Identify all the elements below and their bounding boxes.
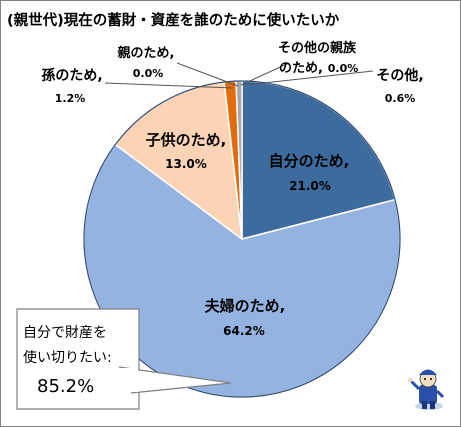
value-kodomo: 13.0% [165,157,207,171]
label-mago: 孫のため, [41,67,102,84]
label-jibun: 自分のため, [269,152,350,170]
label-sonota-shinzoku-1: その他の親族 [278,40,357,56]
value-jibun: 21.0% [289,179,331,193]
value-sonota-shinzoku: 0.0% [328,62,359,75]
mascot-character-icon [407,369,445,410]
value-sonota: 0.6% [385,92,416,105]
label-fufu: 夫婦のため, [205,297,286,315]
label-kodomo: 子供のため, [146,131,227,149]
label-sonota: その他, [376,67,423,84]
leader-lines [104,62,374,89]
value-oya: 0.0% [133,67,164,80]
chart-title: (親世代)現在の蓄財・資産を誰のために使いたいか [7,11,340,29]
value-fufu: 64.2% [223,324,265,338]
callout-line1: 自分で財産を [23,325,107,341]
label-sonota-shinzoku-2: のため, [279,61,323,76]
callout-box: 自分で財産を 使い切りたい: 85.2% [16,308,232,410]
label-oya: 親のため, [118,45,175,61]
pie-outline [83,80,401,398]
pie-slices [83,80,401,398]
callout-value: 85.2% [37,376,94,397]
value-mago: 1.2% [55,92,86,105]
callout-line2: 使い切りたい: [23,349,112,366]
